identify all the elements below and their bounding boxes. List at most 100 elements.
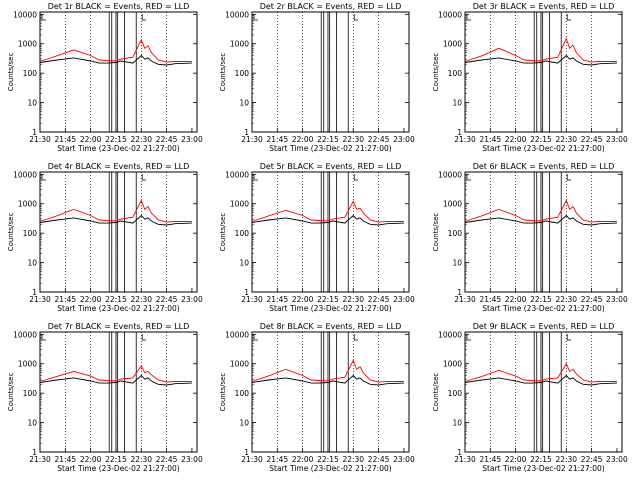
y-tick-label: 100 <box>23 69 38 78</box>
y-tick-label: 1000 <box>230 40 249 49</box>
series-line-events <box>39 54 192 66</box>
x-axis-label: Start Time (23-Dec-02 21:27:00) <box>57 304 179 313</box>
y-tick-label: 1 <box>457 288 462 297</box>
corner-marker <box>41 174 46 181</box>
y-tick-label: 100 <box>235 229 250 238</box>
series-line-lld <box>39 38 192 63</box>
x-tick-label: 21:45 <box>55 135 77 144</box>
x-tick-label: 22:45 <box>368 295 390 304</box>
corner-marker <box>466 14 471 21</box>
y-tick-label: 10000 <box>438 10 462 19</box>
panel-title: Det 7r BLACK = Events, RED = LLD <box>48 322 190 331</box>
panel-title: Det 2r BLACK = Events, RED = LLD <box>260 2 402 11</box>
x-axis-label: Start Time (23-Dec-02 21:27:00) <box>482 464 604 473</box>
x-tick-label: 21:30 <box>29 135 51 144</box>
x-tick-label: 22:15 <box>317 135 339 144</box>
y-tick-label: 1 <box>32 448 37 457</box>
y-tick-label: 100 <box>448 229 463 238</box>
x-tick-label: 23:00 <box>606 135 628 144</box>
series-line-events <box>251 374 404 386</box>
x-tick-label: 21:30 <box>454 135 476 144</box>
plot-frame <box>464 11 623 133</box>
y-axis-label: Counts/sec <box>7 213 15 252</box>
y-tick-label: 1000 <box>18 200 37 209</box>
y-tick-label: 10 <box>452 259 462 268</box>
y-tick-label: 1 <box>244 128 249 137</box>
series-line-events <box>39 214 192 226</box>
y-tick-label: 1000 <box>230 360 249 369</box>
y-tick-label: 10000 <box>13 170 37 179</box>
plot-frame <box>464 331 623 453</box>
series-line-lld <box>464 37 617 63</box>
x-tick-label: 22:45 <box>156 135 178 144</box>
y-tick-label: 10 <box>239 419 249 428</box>
x-tick-label: 22:45 <box>581 455 603 464</box>
y-tick-label: 1000 <box>18 360 37 369</box>
x-tick-label: 22:15 <box>105 455 127 464</box>
y-tick-label: 100 <box>235 389 250 398</box>
x-tick-label: 21:30 <box>241 295 263 304</box>
panel-title: Det 5r BLACK = Events, RED = LLD <box>260 162 402 171</box>
x-tick-label: 22:00 <box>292 455 314 464</box>
series-line-events <box>464 54 617 66</box>
y-axis-label: Counts/sec <box>7 373 15 412</box>
series-line-events <box>464 374 617 386</box>
x-tick-label: 23:00 <box>181 135 203 144</box>
y-axis-label: Counts/sec <box>432 213 440 252</box>
y-tick-label: 10 <box>452 99 462 108</box>
x-tick-label: 22:00 <box>505 295 527 304</box>
corner-marker <box>566 174 572 181</box>
corner-marker <box>353 174 359 181</box>
x-tick-label: 22:45 <box>581 135 603 144</box>
y-tick-label: 1 <box>457 128 462 137</box>
x-tick-label: 21:30 <box>29 455 51 464</box>
corner-marker <box>466 334 471 341</box>
series-line-lld <box>39 364 192 383</box>
plot-frame <box>39 171 198 293</box>
y-tick-label: 1000 <box>443 40 462 49</box>
y-tick-label: 10000 <box>13 10 37 19</box>
corner-marker <box>41 14 46 21</box>
series-line-lld <box>464 362 617 383</box>
y-tick-label: 10000 <box>225 330 249 339</box>
x-tick-label: 22:15 <box>105 295 127 304</box>
x-axis-label: Start Time (23-Dec-02 21:27:00) <box>482 304 604 313</box>
x-tick-label: 21:45 <box>267 135 289 144</box>
x-axis-label: Start Time (23-Dec-02 21:27:00) <box>269 144 391 153</box>
corner-marker <box>141 14 147 21</box>
x-tick-label: 21:45 <box>480 135 502 144</box>
y-tick-label: 1 <box>32 288 37 297</box>
y-tick-label: 10000 <box>13 330 37 339</box>
x-tick-label: 23:00 <box>606 455 628 464</box>
y-axis-label: Counts/sec <box>7 53 15 92</box>
x-axis-label: Start Time (23-Dec-02 21:27:00) <box>269 464 391 473</box>
y-tick-label: 1000 <box>443 360 462 369</box>
series-line-lld <box>464 199 617 223</box>
y-tick-label: 1 <box>32 128 37 137</box>
x-tick-label: 22:00 <box>292 295 314 304</box>
x-tick-label: 22:00 <box>292 135 314 144</box>
corner-marker <box>566 334 572 341</box>
x-tick-label: 22:15 <box>317 295 339 304</box>
x-tick-label: 22:30 <box>130 135 152 144</box>
panel-1: 1 10 100 1000 10000 21:30 21:45 22:00 22:15 22:30… <box>7 2 203 153</box>
x-tick-label: 21:45 <box>480 295 502 304</box>
x-axis-label: Start Time (23-Dec-02 21:27:00) <box>57 144 179 153</box>
series-line-events <box>251 214 404 226</box>
x-tick-label: 22:45 <box>156 455 178 464</box>
x-tick-label: 23:00 <box>606 295 628 304</box>
x-axis-label: Start Time (23-Dec-02 21:27:00) <box>482 144 604 153</box>
x-tick-label: 22:45 <box>156 295 178 304</box>
x-tick-label: 22:45 <box>368 135 390 144</box>
plot-frame <box>251 171 410 293</box>
corner-marker <box>466 174 471 181</box>
x-tick-label: 22:30 <box>342 295 364 304</box>
x-tick-label: 22:30 <box>342 135 364 144</box>
series-line-events <box>39 374 192 386</box>
y-tick-label: 1 <box>244 448 249 457</box>
y-tick-label: 10 <box>27 419 37 428</box>
x-tick-label: 22:45 <box>581 295 603 304</box>
x-tick-label: 22:00 <box>80 455 102 464</box>
corner-marker <box>141 334 147 341</box>
